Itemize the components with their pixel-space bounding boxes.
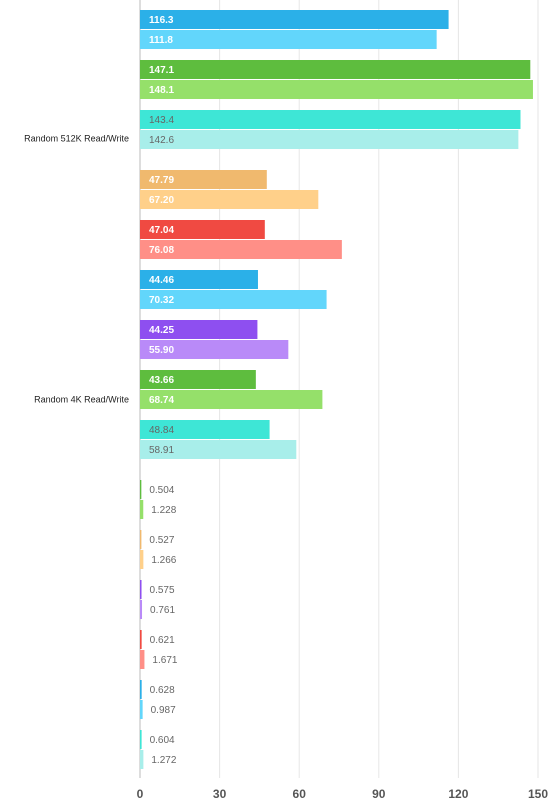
bar — [140, 650, 145, 669]
bar — [140, 110, 521, 129]
bar — [140, 480, 142, 499]
bar — [140, 30, 437, 49]
value-label: 58.91 — [149, 445, 174, 456]
value-label: 47.79 — [149, 175, 174, 186]
value-label: 0.527 — [149, 535, 174, 546]
bar — [140, 550, 144, 569]
x-tick-label: 150 — [528, 787, 548, 800]
bar — [140, 290, 327, 309]
bar — [140, 340, 289, 359]
value-label: 44.25 — [149, 325, 174, 336]
x-tick-label: 60 — [293, 787, 307, 800]
bar — [140, 270, 258, 289]
value-label: 0.575 — [150, 585, 175, 596]
bar — [140, 500, 144, 519]
bar — [140, 700, 143, 719]
value-label: 47.04 — [149, 225, 174, 236]
bar — [140, 370, 256, 389]
value-label: 0.761 — [150, 605, 175, 616]
value-label: 68.74 — [149, 395, 174, 406]
bar — [140, 530, 142, 549]
value-label: 147.1 — [149, 65, 174, 76]
value-label: 116.3 — [149, 15, 174, 26]
bar — [140, 10, 449, 29]
bar — [140, 240, 342, 259]
value-label: 44.46 — [149, 275, 174, 286]
bar — [140, 320, 258, 339]
value-label: 70.32 — [149, 295, 174, 306]
value-label: 1.671 — [152, 655, 177, 666]
group-label: Random 4K Read/Write — [34, 394, 129, 404]
bar — [140, 750, 144, 769]
bar — [140, 600, 143, 619]
value-label: 0.628 — [150, 685, 175, 696]
value-label: 0.604 — [150, 735, 175, 746]
bar — [140, 440, 297, 459]
bar — [140, 80, 533, 99]
x-tick-label: 0 — [137, 787, 144, 800]
bar — [140, 170, 267, 189]
value-label: 1.228 — [151, 505, 176, 516]
bar — [140, 390, 323, 409]
value-label: 142.6 — [149, 135, 174, 146]
value-label: 143.4 — [149, 115, 174, 126]
bar — [140, 220, 265, 239]
bar — [140, 580, 142, 599]
bar — [140, 130, 519, 149]
value-label: 1.272 — [151, 755, 176, 766]
bar — [140, 630, 142, 649]
value-label: 48.84 — [149, 425, 174, 436]
bar — [140, 730, 142, 749]
value-label: 55.90 — [149, 345, 174, 356]
value-label: 148.1 — [149, 85, 174, 96]
value-label: 0.987 — [151, 705, 176, 716]
value-label: 76.08 — [149, 245, 174, 256]
bar — [140, 190, 319, 209]
bar — [140, 680, 142, 699]
value-label: 67.20 — [149, 195, 174, 206]
x-tick-label: 30 — [213, 787, 227, 800]
value-label: 0.504 — [149, 485, 174, 496]
x-tick-label: 90 — [372, 787, 386, 800]
bar — [140, 420, 270, 439]
value-label: 43.66 — [149, 375, 174, 386]
x-tick-label: 120 — [448, 787, 468, 800]
value-label: 1.266 — [151, 555, 176, 566]
group-label: Random 512K Read/Write — [24, 133, 129, 143]
bar — [140, 60, 531, 79]
value-label: 0.621 — [150, 635, 175, 646]
value-label: 111.8 — [149, 35, 173, 46]
